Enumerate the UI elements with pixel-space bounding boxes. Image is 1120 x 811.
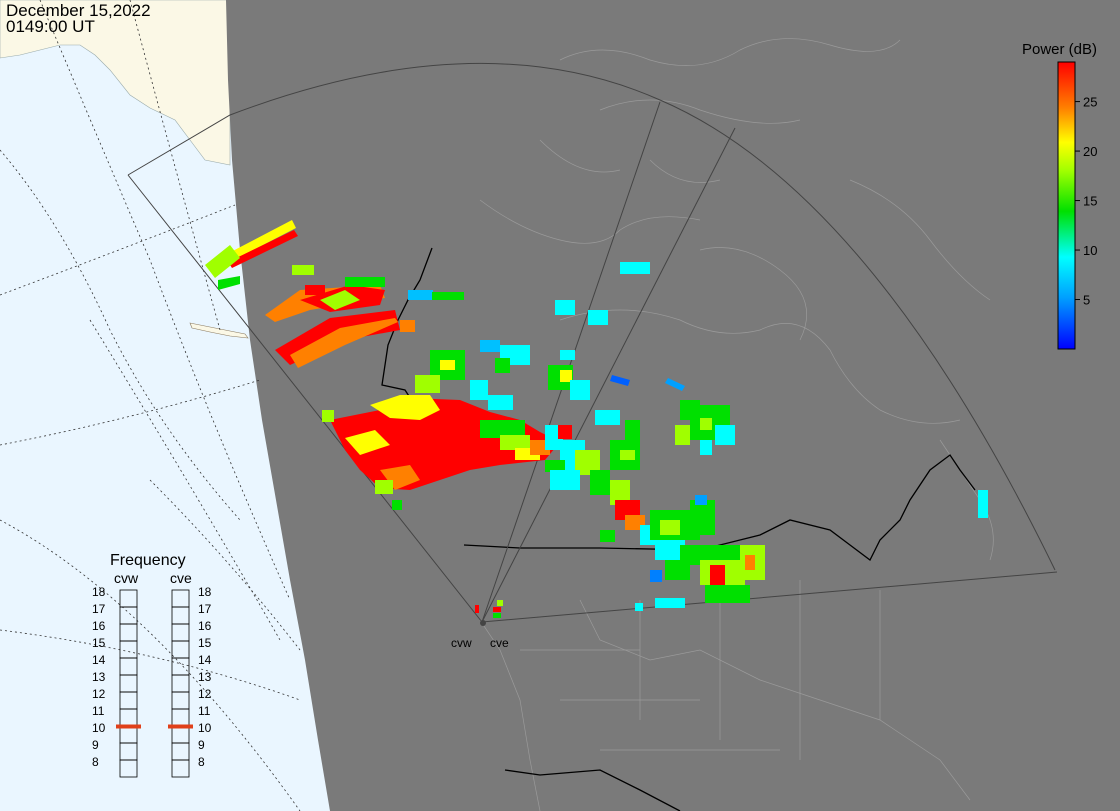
frequency-cell — [171, 759, 190, 778]
land-day-peninsula — [189, 322, 249, 339]
colorbar-gradient — [1057, 61, 1076, 350]
frequency-scale-label: 18 — [92, 585, 106, 599]
frequency-scale-label: 12 — [198, 687, 212, 701]
graticule — [0, 0, 301, 811]
frequency-scale-label: 14 — [92, 653, 106, 667]
frequency-marker-cvw — [116, 724, 141, 729]
colorbar-title: Power (dB) — [1022, 41, 1097, 58]
colorbar-tick-label: 5 — [1083, 293, 1090, 308]
frequency-scale-label: 16 — [198, 619, 212, 633]
frequency-scale-label: 15 — [198, 636, 212, 650]
frequency-scale-label: 15 — [92, 636, 106, 650]
frequency-scale-label: 14 — [198, 653, 212, 667]
frequency-cell — [119, 759, 138, 778]
colorbar-tick-label: 10 — [1083, 243, 1097, 258]
frequency-scale-label: 9 — [92, 738, 99, 752]
frequency-scale-label: 17 — [198, 602, 212, 616]
frequency-label-cvw: cvw — [114, 570, 139, 586]
coastlines — [479, 38, 994, 811]
frequency-scale-label: 9 — [198, 738, 205, 752]
night-shade — [226, 0, 1120, 811]
frequency-title: Frequency — [110, 552, 186, 569]
colorbar-tick-label: 20 — [1083, 144, 1097, 159]
frequency-scale-label: 10 — [92, 721, 106, 735]
frequency-scale-label: 11 — [92, 704, 105, 718]
colorbar-tick-label: 25 — [1083, 95, 1097, 110]
power-colorbar: Power (dB) 25 20 15 10 5 — [1022, 41, 1097, 350]
frequency-panel: Frequency cvw cve 18 17 16 15 14 13 12 11 10 9 8 18… — [92, 552, 212, 778]
frequency-label-cve: cve — [170, 570, 192, 586]
frequency-scale-label: 17 — [92, 602, 106, 616]
frequency-scale-label: 16 — [92, 619, 106, 633]
radar-site-label-cve: cve — [490, 636, 509, 650]
frequency-scale-label: 10 — [198, 721, 212, 735]
frequency-scale-label: 18 — [198, 585, 212, 599]
radar-echoes — [205, 220, 988, 618]
radar-site-marker — [480, 620, 486, 626]
date-label: December 15,2022 — [6, 1, 151, 20]
colorbar-tick-label: 15 — [1083, 194, 1097, 209]
frequency-scale-label: 13 — [92, 670, 106, 684]
borders — [381, 247, 976, 811]
frequency-scale-label: 8 — [198, 755, 205, 769]
frequency-scale-label: 11 — [198, 704, 211, 718]
frequency-scale-label: 8 — [92, 755, 99, 769]
frequency-scale-label: 13 — [198, 670, 212, 684]
frequency-scale-label: 12 — [92, 687, 106, 701]
radar-site-label-cvw: cvw — [451, 636, 472, 650]
frequency-marker-cve — [168, 724, 193, 729]
time-label: 0149:00 UT — [6, 17, 95, 36]
